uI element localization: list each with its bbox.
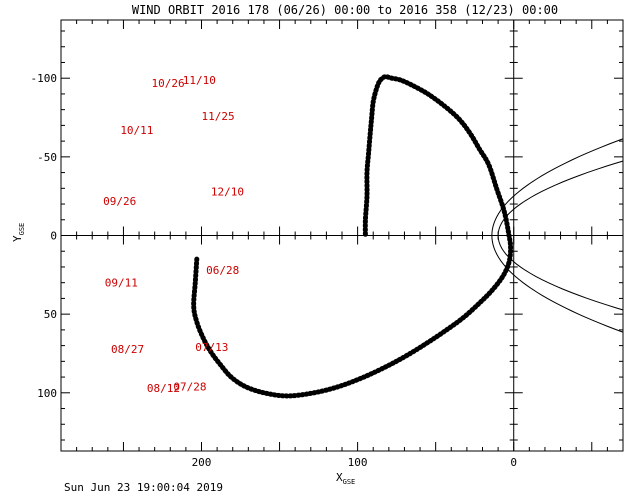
- x-tick-label: 100: [348, 456, 368, 469]
- orbit-markers: [191, 74, 514, 399]
- y-tick-label: 100: [37, 387, 57, 400]
- date-label: 07/13: [195, 341, 228, 354]
- date-label: 08/27: [111, 343, 144, 356]
- magnetopause-curve: [497, 160, 623, 311]
- x-tick-label: 0: [510, 456, 517, 469]
- chart-title: WIND ORBIT 2016 178 (06/26) 00:00 to 201…: [132, 3, 558, 17]
- date-label: 06/28: [206, 264, 239, 277]
- date-label: 10/11: [120, 124, 153, 137]
- date-label: 12/10: [211, 185, 244, 198]
- y-tick-label: 0: [50, 230, 57, 243]
- y-axis-label-sub: GSE: [18, 223, 26, 236]
- x-tick-label: 200: [192, 456, 212, 469]
- x-axis-label-sub: GSE: [343, 478, 356, 486]
- date-label: 10/26: [152, 77, 185, 90]
- x-axis-label: XGSE: [336, 471, 355, 486]
- date-label: 11/10: [183, 74, 216, 87]
- y-axis-label: YGSE: [11, 223, 26, 242]
- date-label: 11/25: [202, 110, 235, 123]
- date-label: 08/12: [147, 382, 180, 395]
- date-label: 09/11: [105, 277, 138, 290]
- y-tick-label: 50: [44, 308, 57, 321]
- date-label: 07/28: [173, 381, 206, 394]
- x-axis-label-main: X: [336, 471, 343, 484]
- y-axis-label-main: Y: [11, 235, 24, 242]
- plot-area: -100 -50 0 50 100 200 100 0 06/28 07/13 07/2808/12…: [31, 19, 624, 469]
- y-tick-label: -50: [37, 151, 57, 164]
- bow-shock-curve: [491, 138, 623, 333]
- date-label: 09/26: [103, 195, 136, 208]
- timestamp: Sun Jun 23 19:00:04 2019: [64, 481, 223, 494]
- y-tick-label: -100: [31, 72, 58, 85]
